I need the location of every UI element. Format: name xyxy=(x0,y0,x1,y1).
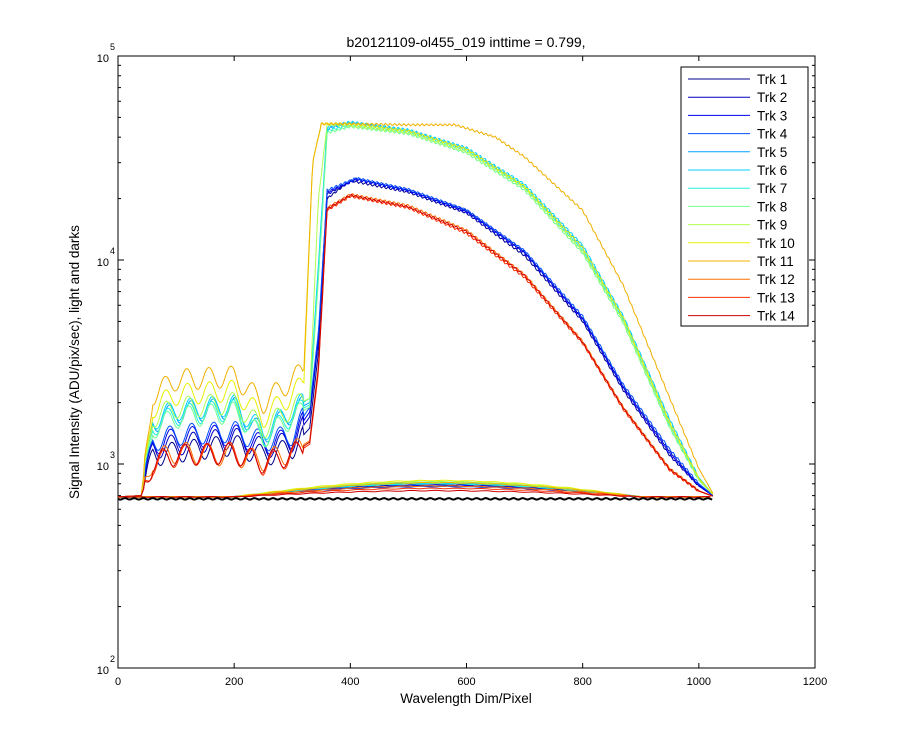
legend-label: Trk 14 xyxy=(757,309,795,324)
series-line xyxy=(117,122,714,498)
x-tick-label: 200 xyxy=(225,676,243,688)
series-line xyxy=(117,123,714,498)
series-line xyxy=(117,178,714,498)
y-axis-label: Signal Intensity (ADU/pix/sec), light an… xyxy=(67,225,82,499)
series-line xyxy=(117,176,714,498)
x-tick-label: 0 xyxy=(115,676,121,688)
legend-label: Trk 4 xyxy=(757,127,788,142)
legend-label: Trk 9 xyxy=(757,218,787,233)
legend-label: Trk 3 xyxy=(757,108,787,123)
y-tick-label-base: 10 xyxy=(97,461,109,473)
y-tick-label-exponent: 2 xyxy=(110,654,115,664)
series-layer xyxy=(117,120,714,501)
y-tick-label-exponent: 5 xyxy=(110,42,115,52)
legend-box xyxy=(680,66,809,327)
x-tick-label: 800 xyxy=(573,676,591,688)
legend-label: Trk 12 xyxy=(757,272,795,287)
legend-label: Trk 13 xyxy=(757,290,795,305)
y-tick-label-base: 10 xyxy=(97,665,109,677)
legend-items: Trk 1 Trk 2 Trk 3 Trk 4 Trk 5 Trk 6 Trk 7 Trk 8… xyxy=(688,72,795,324)
y-tick-label-base: 10 xyxy=(97,257,109,269)
legend-label: Trk 7 xyxy=(757,181,787,196)
x-tick-label: 600 xyxy=(457,676,475,688)
x-tick-label: 1000 xyxy=(687,676,711,688)
series-line xyxy=(117,120,714,498)
legend-label: Trk 5 xyxy=(757,145,787,160)
series-line xyxy=(117,177,714,498)
series-line xyxy=(117,193,713,498)
y-tick-label-base: 10 xyxy=(97,53,109,65)
legend-label: Trk 10 xyxy=(757,236,795,251)
y-tick-label-exponent: 4 xyxy=(110,246,115,256)
legend-label: Trk 1 xyxy=(757,72,787,87)
legend-label: Trk 2 xyxy=(757,90,787,105)
x-tick-label: 1200 xyxy=(803,676,827,688)
x-axis-label: Wavelength Dim/Pixel xyxy=(400,691,532,706)
x-tick-label: 400 xyxy=(341,676,359,688)
legend-label: Trk 6 xyxy=(757,163,787,178)
dark-baseline-line xyxy=(117,496,713,501)
legend: Trk 1 Trk 2 Trk 3 Trk 4 Trk 5 Trk 6 Trk 7 Trk 8… xyxy=(680,66,809,327)
legend-label: Trk 8 xyxy=(757,199,787,214)
legend-label: Trk 11 xyxy=(757,254,794,269)
dark-series-line xyxy=(117,489,711,498)
series-line xyxy=(117,122,714,498)
chart-title: b20121109-ol455_019 inttime = 0.799, xyxy=(346,34,585,50)
y-tick-label-exponent: 3 xyxy=(110,450,115,460)
